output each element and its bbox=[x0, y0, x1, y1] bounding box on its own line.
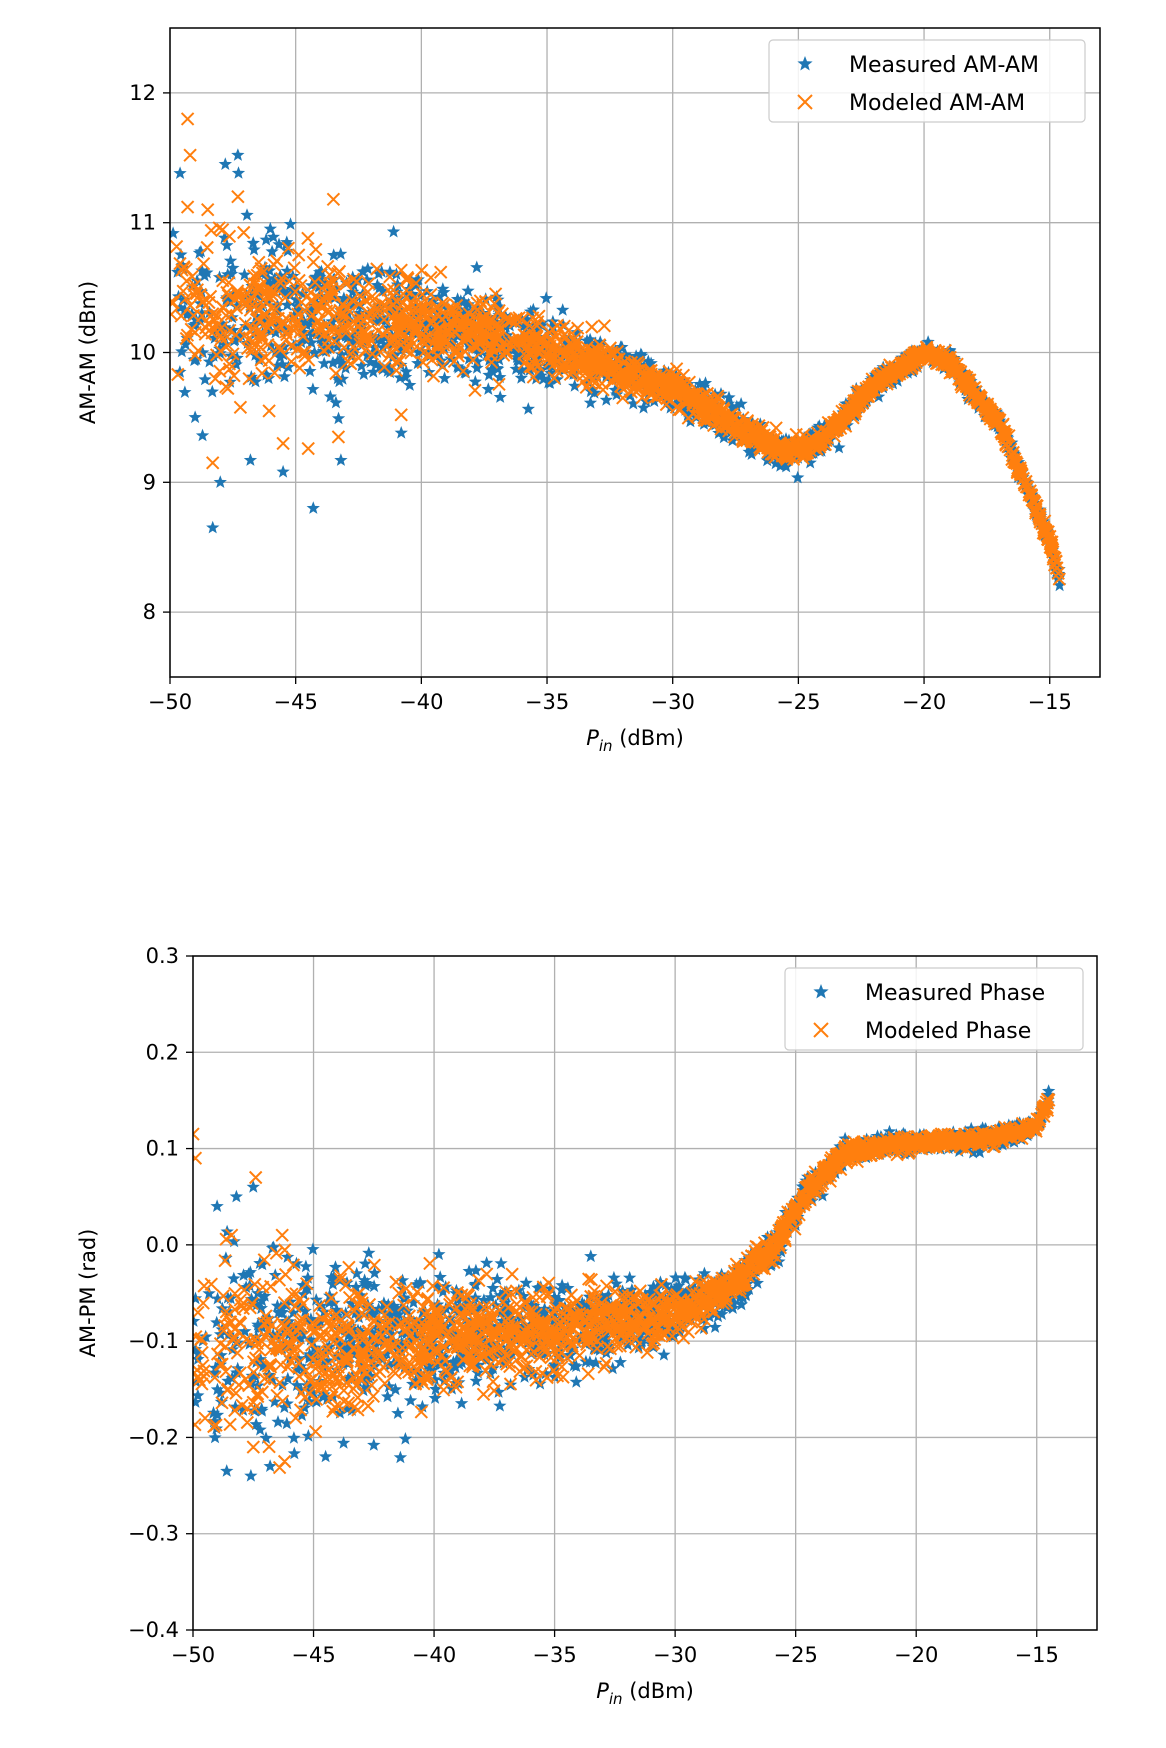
x-axis-label: Pin (dBm) bbox=[596, 1679, 694, 1708]
legend-label: Modeled AM-AM bbox=[849, 91, 1025, 116]
legend-label: Measured AM-AM bbox=[849, 53, 1039, 78]
measured-series bbox=[193, 1084, 1056, 1482]
y-tick-label: 11 bbox=[129, 211, 156, 235]
x-tick-label: −30 bbox=[651, 690, 695, 714]
legend-label: Modeled Phase bbox=[865, 1019, 1031, 1044]
y-tick-label: 0.3 bbox=[146, 944, 179, 968]
y-tick-label: 10 bbox=[129, 341, 156, 365]
legend: Measured AM-AM Modeled AM-AM bbox=[768, 39, 1086, 123]
y-axis-label: AM-PM (rad) bbox=[76, 1229, 100, 1358]
x-tick-label: −35 bbox=[532, 1643, 576, 1667]
measured-star-markers bbox=[193, 1084, 1056, 1482]
x-tick-label: −15 bbox=[1028, 690, 1072, 714]
y-tick-label: 0.2 bbox=[146, 1040, 179, 1064]
x-tick-label: −50 bbox=[171, 1643, 215, 1667]
x-tick-label: −40 bbox=[399, 690, 443, 714]
legend-star-icon bbox=[813, 984, 829, 999]
x-tick-label: −30 bbox=[653, 1643, 697, 1667]
y-tick-label: −0.3 bbox=[128, 1522, 179, 1546]
y-tick-label: 12 bbox=[129, 81, 156, 105]
modeled-series bbox=[170, 112, 1067, 586]
modeled-x-markers bbox=[193, 1092, 1056, 1475]
x-tick-label: −25 bbox=[774, 1643, 818, 1667]
x-tick-label: −40 bbox=[412, 1643, 456, 1667]
data-points bbox=[193, 1084, 1056, 1482]
y-tick-label: −0.2 bbox=[128, 1425, 179, 1449]
y-tick-label: 9 bbox=[143, 470, 156, 494]
x-axis-label: Pin (dBm) bbox=[586, 726, 684, 755]
x-tick-label: −45 bbox=[274, 690, 318, 714]
x-tick-label: −20 bbox=[902, 690, 946, 714]
x-tick-label: −45 bbox=[291, 1643, 335, 1667]
plot-frame bbox=[192, 955, 1098, 1631]
y-tick-label: −0.1 bbox=[128, 1329, 179, 1353]
data-points bbox=[170, 112, 1067, 592]
modeled-series bbox=[193, 1092, 1056, 1475]
x-tick-label: −25 bbox=[776, 690, 820, 714]
legend-label: Measured Phase bbox=[865, 981, 1045, 1006]
y-tick-label: 0.1 bbox=[146, 1137, 179, 1161]
legend-star-icon bbox=[797, 56, 813, 71]
am-pm-chart: −50 −45 −40 −35 −30 −25 −20 −15 −0.4 −0.3 −0.2 −0.1… bbox=[76, 944, 1098, 1708]
legend-x-icon bbox=[813, 1022, 829, 1038]
y-tick-label: −0.4 bbox=[128, 1618, 179, 1642]
legend: Measured Phase Modeled Phase bbox=[784, 967, 1084, 1051]
x-tick-label: −15 bbox=[1015, 1643, 1059, 1667]
x-tick-label: −50 bbox=[148, 690, 192, 714]
x-tick-label: −20 bbox=[894, 1643, 938, 1667]
y-tick-label: 8 bbox=[143, 600, 156, 624]
y-axis-label: AM-AM (dBm) bbox=[76, 281, 100, 424]
y-tick-label: 0.0 bbox=[146, 1233, 179, 1257]
modeled-x-markers bbox=[170, 112, 1067, 586]
am-am-chart: −50 −45 −40 −35 −30 −25 −20 −15 8 9 10 11 12 Pin (dBm… bbox=[76, 27, 1101, 755]
legend-box bbox=[768, 39, 1086, 123]
legend-box bbox=[784, 967, 1084, 1051]
legend-x-icon bbox=[797, 94, 813, 110]
x-tick-label: −35 bbox=[525, 690, 569, 714]
